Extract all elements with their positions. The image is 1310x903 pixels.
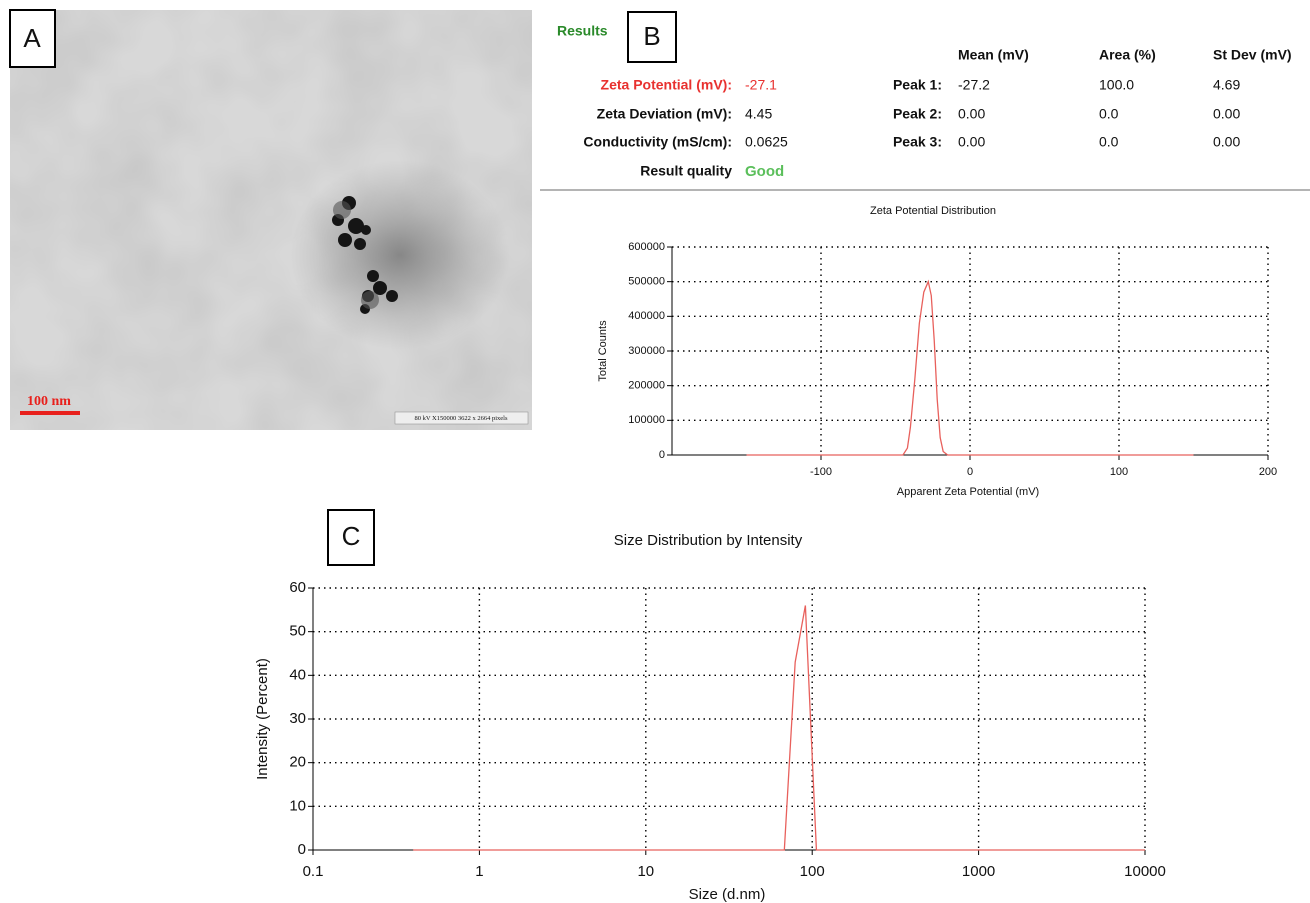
y-tick-label: 20 (289, 754, 306, 771)
x-axis-label: Size (d.nm) (689, 886, 766, 903)
y-tick-label: 100000 (628, 414, 665, 426)
panel-label-box (627, 11, 677, 63)
panel-label-box (327, 509, 375, 566)
results-title: Results (557, 23, 608, 39)
peak-value: 4.69 (1213, 77, 1240, 93)
result-label: Result quality (640, 163, 732, 179)
y-tick-label: 300000 (628, 345, 665, 357)
panel-label-box (9, 9, 56, 68)
peak-value: -27.2 (958, 77, 990, 93)
chart-title: Size Distribution by Intensity (614, 532, 803, 549)
x-tick-label: -100 (810, 466, 832, 478)
zeta-chart: Zeta Potential Distribution Apparent Zet… (597, 205, 1277, 498)
peak-value: 0.00 (958, 106, 985, 122)
x-axis-label: Apparent Zeta Potential (mV) (897, 486, 1039, 498)
y-tick-label: 500000 (628, 276, 665, 288)
panel-label: A (23, 23, 41, 53)
x-tick-label: 10000 (1124, 863, 1166, 880)
result-value: -27.1 (745, 77, 777, 93)
result-value: Good (745, 163, 784, 180)
peak-value: 100.0 (1099, 77, 1134, 93)
y-tick-label: 600000 (628, 241, 665, 253)
x-tick-label: 200 (1259, 466, 1277, 478)
size-chart: Size Distribution by Intensity Size (d.n… (254, 532, 1166, 903)
chart-title: Zeta Potential Distribution (870, 205, 996, 217)
data-line (746, 279, 1194, 456)
data-line (413, 605, 1145, 851)
result-label: Conductivity (mS/cm): (583, 134, 732, 150)
peak-label: Peak 1: (893, 77, 942, 93)
peak-value: 0.0 (1099, 106, 1119, 122)
result-label: Zeta Deviation (mV): (597, 106, 732, 122)
peak-header: St Dev (mV) (1213, 47, 1292, 63)
x-tick-label: 100 (800, 863, 825, 880)
peak-value: 0.00 (958, 134, 985, 150)
peak-label: Peak 3: (893, 134, 942, 150)
x-tick-label: 10 (637, 863, 654, 880)
peak-value: 0.00 (1213, 134, 1240, 150)
y-tick-label: 40 (289, 666, 306, 683)
y-tick-label: 60 (289, 579, 306, 596)
y-tick-label: 400000 (628, 310, 665, 322)
y-tick-label: 0 (659, 449, 665, 461)
peak-header: Area (%) (1099, 47, 1156, 63)
results-table: Zeta Potential (mV): -27.1 Zeta Deviation … (583, 47, 1291, 180)
peak-value: 0.0 (1099, 134, 1119, 150)
y-tick-label: 30 (289, 710, 306, 727)
tem-image: 100 nm 80 kV X150000 3622 x 2664 pixels (10, 10, 532, 430)
result-value: 0.0625 (745, 134, 788, 150)
y-tick-label: 200000 (628, 380, 665, 392)
x-tick-label: 0 (967, 466, 973, 478)
tem-info: 80 kV X150000 3622 x 2664 pixels (414, 415, 508, 422)
scale-bar-label: 100 nm (27, 394, 71, 409)
result-value: 4.45 (745, 106, 772, 122)
panel-label: B (643, 21, 660, 51)
peak-header: Mean (mV) (958, 47, 1029, 63)
y-axis-label: Intensity (Percent) (254, 658, 271, 780)
y-tick-label: 10 (289, 797, 306, 814)
result-label: Zeta Potential (mV): (601, 77, 732, 93)
x-tick-label: 1 (475, 863, 483, 880)
panel-label: C (342, 521, 361, 551)
peak-value: 0.00 (1213, 106, 1240, 122)
y-tick-label: 0 (298, 841, 306, 858)
peak-label: Peak 2: (893, 106, 942, 122)
y-axis-label: Total Counts (597, 320, 609, 382)
x-tick-label: 0.1 (303, 863, 324, 880)
x-tick-label: 100 (1110, 466, 1128, 478)
y-tick-label: 50 (289, 623, 306, 640)
x-tick-label: 1000 (962, 863, 995, 880)
